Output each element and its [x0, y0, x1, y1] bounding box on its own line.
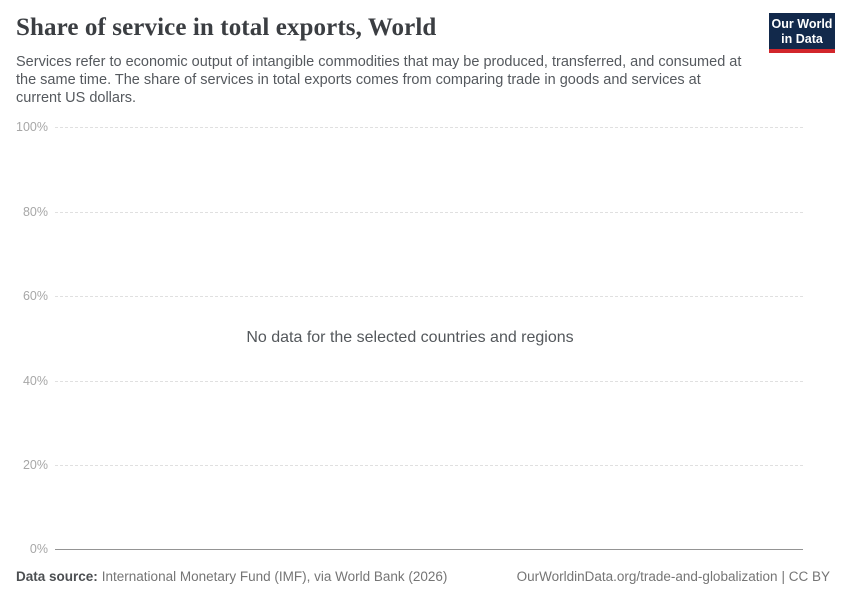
owid-logo[interactable]: Our World in Data: [769, 13, 835, 53]
gridline-40: [55, 380, 803, 382]
y-tick-label-0: 0%: [29, 542, 48, 556]
owid-logo-line1: Our World: [771, 17, 833, 31]
gridline-100: [55, 127, 803, 128]
x-axis-line: [55, 549, 803, 550]
y-tick-label-100: 100%: [16, 120, 48, 134]
data-source-value: International Monetary Fund (IMF), via W…: [101, 569, 448, 584]
gridline-80: [55, 211, 803, 213]
license-text: | CC BY: [781, 569, 830, 584]
data-source-label: Data source:: [16, 569, 98, 584]
owid-logo-line2: in Data: [781, 32, 823, 46]
gridline-60: [55, 296, 803, 297]
data-source: Data source: International Monetary Fund …: [16, 569, 447, 584]
footer-right: OurWorldinData.org/trade-and-globalizati…: [517, 569, 830, 584]
chart-footer: Data source: International Monetary Fund …: [16, 569, 830, 584]
chart-title: Share of service in total exports, World: [16, 14, 437, 41]
gridline-20: [55, 465, 803, 466]
owid-url-link[interactable]: OurWorldinData.org/trade-and-globalizati…: [516, 569, 778, 584]
y-tick-label-20: 20%: [22, 458, 48, 472]
no-data-message: No data for the selected countries and r…: [246, 329, 574, 346]
y-tick-label-40: 40%: [22, 373, 48, 388]
chart-subtitle: Services refer to economic output of int…: [16, 54, 742, 106]
y-tick-label-80: 80%: [22, 204, 48, 219]
y-tick-label-60: 60%: [22, 289, 48, 303]
